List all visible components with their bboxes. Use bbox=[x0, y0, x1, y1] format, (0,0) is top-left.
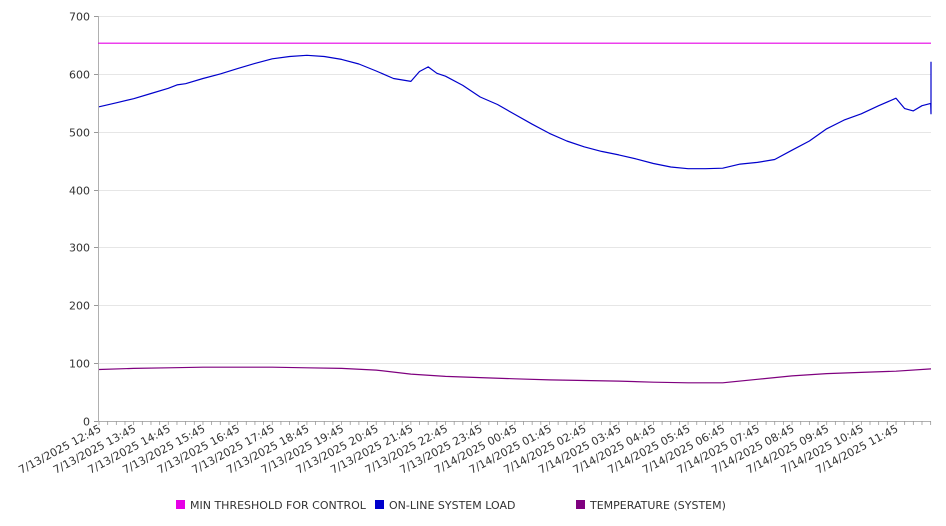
grid-lines bbox=[98, 16, 931, 422]
y-tick-label: 100 bbox=[69, 358, 90, 371]
y-tick-label: 700 bbox=[69, 11, 90, 24]
y-tick-label: 300 bbox=[69, 242, 90, 255]
legend-label: TEMPERATURE (SYSTEM) bbox=[589, 499, 726, 512]
legend-label: ON-LINE SYSTEM LOAD bbox=[389, 499, 515, 512]
y-tick-label: 0 bbox=[83, 416, 90, 429]
legend: MIN THRESHOLD FOR CONTROL ON-LINE SYSTEM … bbox=[176, 499, 726, 512]
y-tick-label: 600 bbox=[69, 69, 90, 82]
legend-label: MIN THRESHOLD FOR CONTROL bbox=[190, 499, 367, 512]
y-tick-label: 400 bbox=[69, 185, 90, 198]
y-tick-label: 200 bbox=[69, 300, 90, 313]
legend-swatch bbox=[576, 500, 585, 509]
series-line-on-line-system-load bbox=[98, 54, 932, 170]
y-tick-label: 500 bbox=[69, 127, 90, 140]
legend-swatch bbox=[176, 500, 185, 509]
series-line-temperature-system bbox=[98, 366, 932, 384]
series-lines bbox=[98, 42, 932, 384]
legend-swatch bbox=[375, 500, 384, 509]
